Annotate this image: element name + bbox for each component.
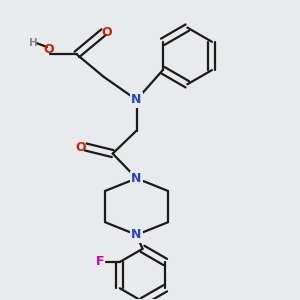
Text: O: O bbox=[101, 26, 112, 38]
Text: O: O bbox=[43, 44, 54, 56]
Text: N: N bbox=[131, 93, 142, 106]
Text: O: O bbox=[75, 140, 86, 154]
Text: N: N bbox=[131, 228, 142, 241]
Text: H: H bbox=[29, 38, 38, 47]
Text: F: F bbox=[96, 256, 105, 268]
Text: N: N bbox=[131, 172, 142, 185]
